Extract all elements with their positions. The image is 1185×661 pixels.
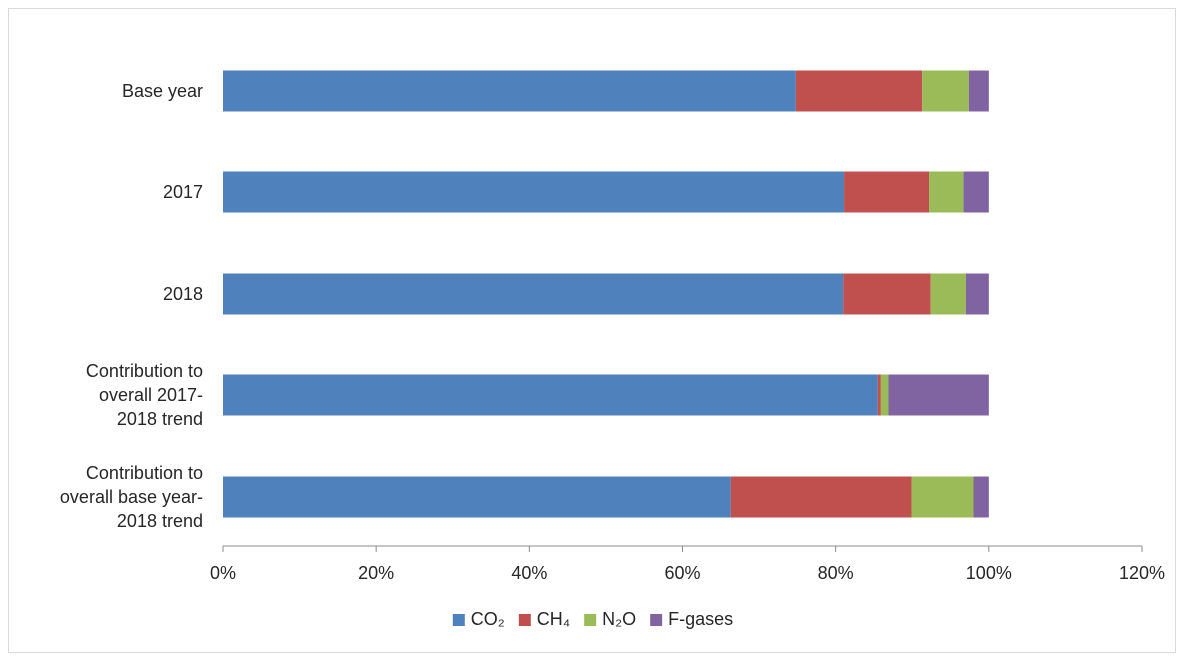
x-tick-label: 60% bbox=[664, 563, 700, 583]
bar-segment-2-series-3 bbox=[929, 171, 964, 213]
legend-swatch bbox=[518, 614, 531, 626]
x-tick-label: 40% bbox=[511, 563, 547, 583]
x-tick-label: 80% bbox=[818, 563, 854, 583]
legend-label: N₂O bbox=[602, 609, 636, 629]
bar-segment-1-series-3 bbox=[922, 70, 969, 112]
bar-segment-2-series-1 bbox=[223, 171, 845, 213]
category-label: 2017 bbox=[163, 182, 203, 202]
bar-segment-2-series-4 bbox=[963, 171, 989, 213]
bar-segment-4-series-2 bbox=[877, 374, 881, 416]
x-tick-label: 0% bbox=[210, 563, 236, 583]
category-label: Base year bbox=[122, 81, 203, 101]
x-tick-label: 20% bbox=[358, 563, 394, 583]
bar-segment-5-series-1 bbox=[223, 476, 731, 518]
bar-segment-1-series-2 bbox=[795, 70, 923, 112]
legend-label: CH₄ bbox=[537, 609, 570, 629]
bar-segment-1-series-4 bbox=[968, 70, 989, 112]
legend-swatch bbox=[650, 614, 663, 626]
bar-segment-5-series-2 bbox=[730, 476, 912, 518]
stacked-bar-chart: 0% 20% 40% 60% 80% 100% 120% Base year 2017 2018… bbox=[60, 70, 1165, 629]
bar-segment-3-series-2 bbox=[843, 273, 931, 315]
bar-segment-4-series-3 bbox=[880, 374, 889, 416]
category-label: Contribution to bbox=[86, 463, 203, 483]
legend-swatch bbox=[584, 614, 597, 626]
category-label: 2018 trend bbox=[117, 511, 203, 531]
bar-segment-3-series-3 bbox=[930, 273, 966, 315]
legend-label: CO₂ bbox=[471, 609, 505, 629]
x-axis: 0% 20% 40% 60% 80% 100% 120% bbox=[210, 545, 1165, 583]
legend: CO₂ CH₄ N₂O F-gases bbox=[452, 609, 733, 629]
category-label: overall base year- bbox=[60, 487, 203, 507]
bar-segment-1-series-1 bbox=[223, 70, 796, 112]
x-tick-label: 120% bbox=[1119, 563, 1165, 583]
bar-segment-5-series-3 bbox=[911, 476, 974, 518]
bar-segment-4-series-4 bbox=[888, 374, 989, 416]
category-label: 2018 bbox=[163, 284, 203, 304]
bar-segment-2-series-2 bbox=[844, 171, 930, 213]
category-label: overall 2017- bbox=[99, 385, 203, 405]
bar-segment-3-series-1 bbox=[223, 273, 844, 315]
category-label: Contribution to bbox=[86, 361, 203, 381]
legend-swatch bbox=[452, 614, 465, 626]
bars-layer bbox=[223, 70, 989, 518]
bar-segment-4-series-1 bbox=[223, 374, 878, 416]
category-label: 2018 trend bbox=[117, 409, 203, 429]
x-tick-label: 100% bbox=[966, 563, 1012, 583]
bar-segment-5-series-4 bbox=[973, 476, 989, 518]
legend-label: F-gases bbox=[668, 609, 733, 629]
chart-frame: 0% 20% 40% 60% 80% 100% 120% Base year 2017 2018… bbox=[8, 8, 1176, 653]
category-labels: Base year 2017 2018 Contribution to overall … bbox=[60, 81, 203, 531]
bar-segment-3-series-4 bbox=[965, 273, 989, 315]
